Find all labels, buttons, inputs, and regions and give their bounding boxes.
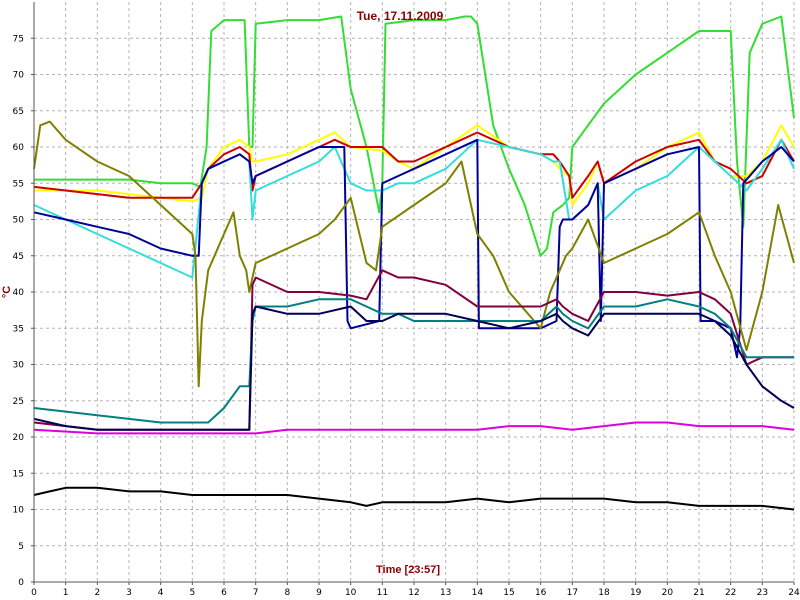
x-tick-label: 15 [503, 588, 514, 598]
series-line-6 [33, 120, 795, 388]
chart-title: Tue, 17.11.2009 [357, 9, 444, 23]
x-tick-label: 20 [662, 588, 674, 598]
x-tick-label: 3 [126, 588, 132, 598]
y-tick-label: 70 [13, 71, 25, 81]
y-tick-label: 25 [13, 397, 24, 407]
x-axis-label: Time [23:57] [376, 564, 440, 576]
x-tick-label: 4 [158, 588, 164, 598]
series-group [33, 15, 795, 511]
series-line-8 [33, 298, 794, 424]
x-tick-label: 24 [788, 588, 800, 598]
x-tick-label: 13 [440, 588, 451, 598]
axes [31, 2, 795, 585]
x-tick-label: 21 [693, 588, 704, 598]
x-tick-label: 6 [221, 588, 227, 598]
x-tick-label: 18 [598, 588, 610, 598]
y-tick-label: 10 [13, 506, 25, 516]
tick-labels: 0 1 2 3 4 5 6 7 8 9 10 11 12 13 14 15 16 17 18 19 20 21 22 23 24… [13, 34, 800, 598]
y-tick-label: 30 [13, 361, 25, 371]
x-tick-label: 12 [408, 588, 419, 598]
y-axis-label: °C [1, 286, 13, 298]
y-tick-label: 45 [13, 252, 24, 262]
x-tick-label: 14 [472, 588, 484, 598]
y-tick-label: 15 [13, 469, 24, 479]
y-tick-label: 40 [13, 288, 25, 298]
x-tick-label: 10 [345, 588, 357, 598]
y-tick-label: 20 [13, 433, 25, 443]
x-tick-label: 1 [63, 588, 69, 598]
x-tick-label: 19 [630, 588, 642, 598]
y-tick-label: 0 [18, 578, 24, 588]
x-tick-label: 0 [31, 588, 37, 598]
x-tick-label: 16 [535, 588, 547, 598]
series-line-1 [34, 15, 795, 257]
y-tick-label: 5 [18, 542, 24, 552]
y-tick-label: 75 [13, 34, 24, 44]
x-tick-label: 22 [725, 588, 736, 598]
x-tick-label: 9 [316, 588, 322, 598]
x-tick-label: 23 [757, 588, 768, 598]
x-tick-label: 2 [94, 588, 100, 598]
y-tick-label: 55 [13, 179, 24, 189]
y-tick-label: 50 [13, 216, 25, 226]
x-tick-label: 11 [377, 588, 388, 598]
series-line-11 [33, 486, 795, 511]
x-tick-label: 17 [567, 588, 578, 598]
y-tick-label: 60 [13, 143, 25, 153]
series-line-5 [33, 138, 795, 359]
series-line-2 [34, 124, 795, 206]
series-line-9 [33, 305, 795, 431]
x-tick-label: 5 [189, 588, 195, 598]
series-line-10 [33, 421, 795, 435]
x-tick-label: 7 [253, 588, 259, 598]
x-tick-label: 8 [284, 588, 290, 598]
y-tick-label: 35 [13, 324, 24, 334]
y-tick-label: 65 [13, 107, 24, 117]
